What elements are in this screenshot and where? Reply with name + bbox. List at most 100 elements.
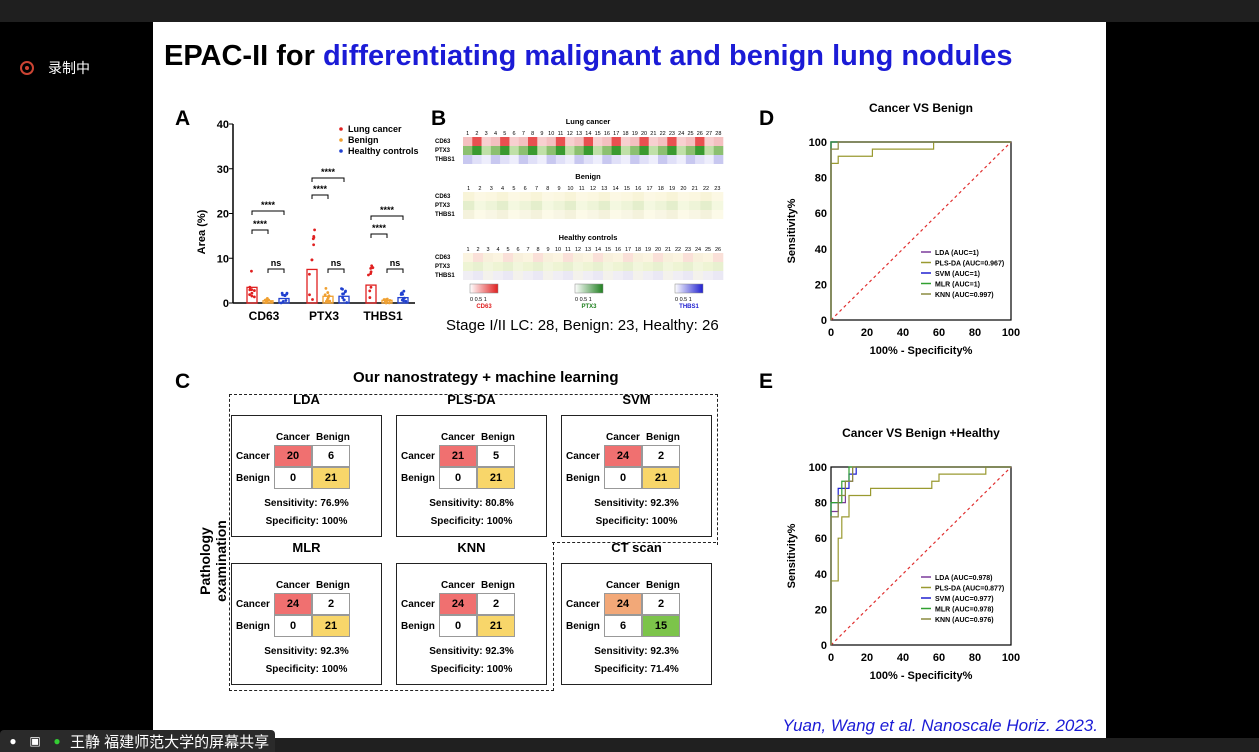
panel-a-point [253, 295, 256, 298]
panel-a-sig-bracket [328, 269, 344, 273]
heatmap-cell [565, 155, 575, 164]
roc-xtick: 80 [969, 652, 981, 664]
heatmap-cell [491, 146, 501, 155]
heatmap-cell [556, 146, 566, 155]
heatmap-cell [574, 137, 584, 146]
roc-legend-entry: MLR (AUC=1) [935, 282, 980, 289]
heatmap-cell [703, 262, 713, 271]
panel-a-ytick: 10 [217, 253, 229, 265]
panel-a-point [264, 301, 267, 304]
title-plain: EPAC-II for [164, 40, 323, 72]
cell-true-positive: 24 [604, 445, 642, 467]
heatmap-cell [565, 146, 575, 155]
panel-a-point [326, 291, 329, 294]
col-header: Cancer [276, 580, 310, 591]
heatmap-cell [667, 155, 677, 164]
heatmap-cell [655, 210, 667, 219]
heatmap-cell [639, 155, 649, 164]
roc-ytick: 100 [809, 137, 827, 149]
screen-icon[interactable]: ▣ [26, 732, 44, 750]
panel-a-chart: Area (%) 403020100 Lung cancerBenignHeal… [183, 117, 423, 327]
col-header: Benign [316, 580, 350, 591]
heatmap-cell [500, 155, 510, 164]
roc-xtick: 100 [1002, 652, 1020, 664]
heatmap-cell [574, 155, 584, 164]
heatmap-cell [565, 192, 577, 201]
row-header: Benign [566, 621, 600, 632]
panel-a-sig-label: ns [271, 258, 282, 268]
panel-a-sig-label: **** [253, 219, 268, 229]
roc-xtick: 60 [933, 327, 945, 339]
heatmap-cell [653, 271, 663, 280]
row-header: Cancer [236, 451, 270, 462]
heatmap-cell [486, 210, 498, 219]
col-header: Cancer [276, 432, 310, 443]
heatmap-row-label: CD63 [435, 194, 451, 200]
heatmap-cell [633, 262, 643, 271]
confusion-matrix-box: CT scan Cancer Benign Cancer Benign 24 2… [561, 563, 712, 685]
heatmap-cell [667, 146, 677, 155]
row-header: Benign [236, 473, 270, 484]
heatmap-cell [497, 201, 509, 210]
heatmap-cell [463, 201, 475, 210]
title-highlight: differentiating malignant and benign lun… [323, 40, 1013, 72]
participant-icon[interactable]: ● [4, 732, 22, 750]
cell-false-negative: 2 [312, 593, 350, 615]
heatmap-cell [519, 155, 529, 164]
panel-a-legend-entry: Benign [348, 135, 379, 145]
screen-share-banner[interactable]: ● ▣ ● 王静 福建师范大学的屏幕共享 [0, 730, 275, 752]
cell-true-negative: 15 [642, 615, 680, 637]
roc-ytick: 60 [815, 208, 827, 220]
heatmap-cell [633, 201, 645, 210]
panel-a-point [312, 237, 315, 240]
heatmap-cell [486, 201, 498, 210]
heatmap-cell [683, 262, 693, 271]
heatmap-cell [686, 137, 696, 146]
heatmap-cell [537, 146, 547, 155]
heatmap-cell [520, 192, 532, 201]
heatmap-cell [503, 262, 513, 271]
heatmap-column-label: 16 [615, 247, 621, 253]
cell-true-negative: 21 [477, 467, 515, 489]
heatmap-cell [500, 146, 510, 155]
heatmap-cell [689, 210, 701, 219]
roc-ylabel: Sensitivity% [786, 523, 798, 588]
heatmap-column-label: 6 [524, 186, 527, 192]
legend-marker [339, 149, 343, 153]
panel-a-sig-bracket [312, 178, 344, 182]
heatmap-cell [528, 137, 538, 146]
heatmap-cell [703, 271, 713, 280]
panel-a-group-label: CD63 [249, 309, 280, 323]
recording-indicator[interactable]: 录制中 [20, 58, 90, 78]
heatmap-scale-bar [575, 284, 603, 293]
panel-a-point [308, 273, 311, 276]
roc-legend-entry: MLR (AUC=0.978) [935, 607, 994, 614]
heatmap-cell [602, 146, 612, 155]
heatmap-cell [713, 271, 723, 280]
heatmap-cell [500, 137, 510, 146]
roc-title: Cancer VS Benign +Healthy [842, 426, 1000, 440]
sensitivity-text: Sensitivity: 92.3% [397, 646, 546, 657]
panel-a-point [283, 294, 286, 297]
microphone-icon[interactable]: ● [48, 732, 66, 750]
panel-a-legend-entry: Lung cancer [348, 124, 402, 134]
cell-true-positive: 24 [439, 593, 477, 615]
heatmap-cell [714, 137, 724, 146]
heatmap-cell [693, 271, 703, 280]
roc-ytick: 40 [815, 244, 827, 256]
heatmap-cell [612, 137, 622, 146]
heatmap-cell [463, 253, 473, 262]
panel-a-point [285, 299, 288, 302]
heatmap-cell [643, 271, 653, 280]
heatmap-column-label: 8 [536, 247, 539, 253]
heatmap-cell [678, 192, 690, 201]
panel-a-point [286, 292, 289, 295]
heatmap-cell [639, 146, 649, 155]
heatmap-cell [553, 192, 565, 201]
roc-xlabel: 100% - Specificity% [870, 670, 973, 682]
heatmap-cell [633, 210, 645, 219]
panel-a-sig-label: **** [372, 223, 387, 233]
panel-a-point [371, 266, 374, 269]
roc-ytick: 0 [821, 315, 827, 327]
row-header: Cancer [401, 451, 435, 462]
